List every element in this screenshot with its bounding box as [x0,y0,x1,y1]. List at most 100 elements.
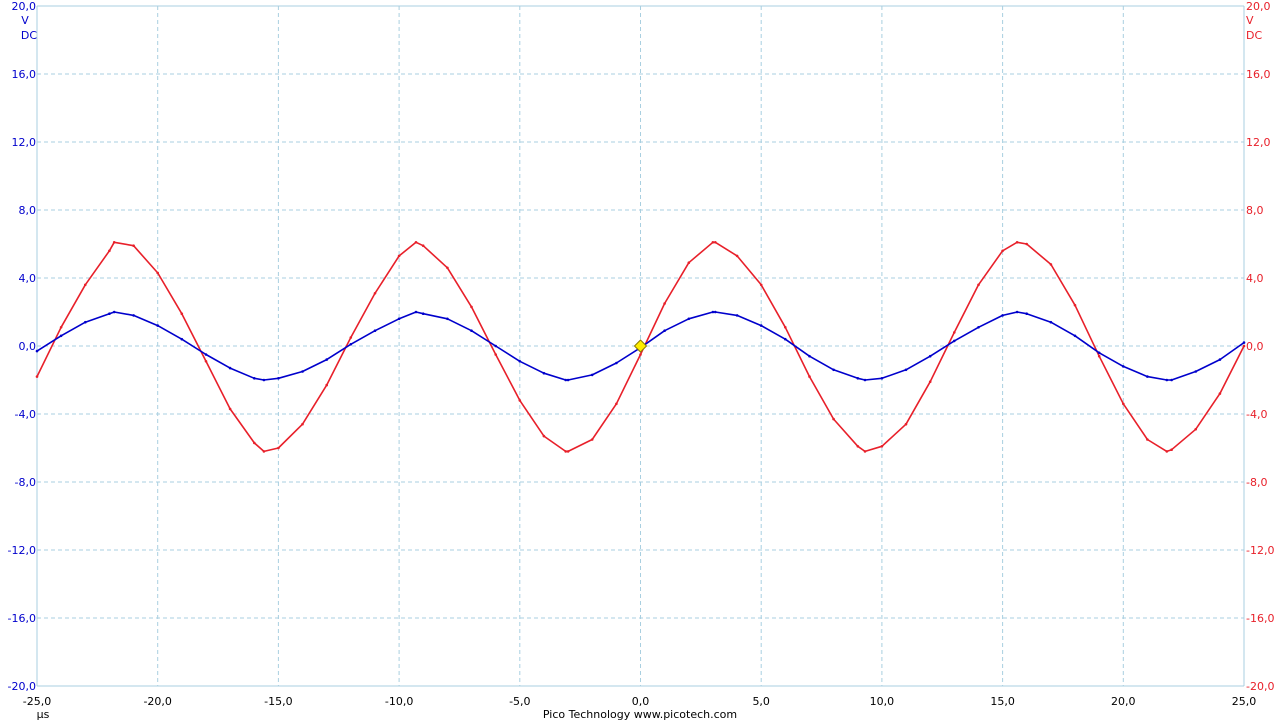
channel-b-point [1001,249,1004,253]
left-axis-coupling: DC [21,29,37,42]
channel-b-point [1025,242,1028,246]
x-tick-label: 25,0 [1232,695,1257,708]
channel-a-point [108,312,111,316]
channel-a-point [711,310,715,314]
channel-b-point [446,266,449,270]
channel-a-point [59,334,63,338]
channel-a-point [663,329,666,333]
x-axis-unit: µs [37,708,50,720]
channel-b-point [639,353,642,356]
channel-b-point [542,434,546,438]
right-tick-label: 12,0 [1246,136,1271,149]
channel-b-point [1165,450,1169,453]
channel-b-point [1049,263,1053,266]
channel-b-point [880,445,884,448]
right-axis-unit: V [1246,14,1254,27]
channel-a-point [863,378,867,382]
x-axis-ticks: -25,0 -20,0 -15,0 -10,0 -5,0 0,0 5,0 10,0 15,0 20… [23,695,1256,708]
channel-b-point [397,254,401,258]
channel-a-point [714,310,717,314]
left-axis-unit: V [21,14,29,27]
channel-b-point [518,399,522,402]
channel-b-point [784,326,787,329]
channel-b-point [1218,392,1222,395]
x-tick-label: -20,0 [143,695,171,708]
channel-a-point [132,314,135,317]
channel-a-point [687,317,691,321]
channel-b-point [156,271,159,275]
channel-b-point [112,241,116,244]
right-tick-label: 0,0 [1246,340,1264,353]
right-tick-label: -20,0 [1246,680,1274,693]
channel-b-point [108,249,111,253]
x-tick-label: -10,0 [385,695,413,708]
channel-a-point [421,312,425,316]
channel-b-point [566,450,570,453]
right-tick-label: -4,0 [1246,408,1267,421]
channel-b-point [421,244,425,247]
channel-b-point [1194,428,1197,431]
channel-b-point [832,417,835,421]
channel-a-point [590,373,594,377]
channel-a-point [1001,314,1004,317]
channel-a-point [953,339,956,343]
channel-a-point [1170,378,1173,382]
channel-b-point [904,422,908,426]
channel-a-point [414,310,418,314]
x-tick-label: -5,0 [509,695,530,708]
left-tick-label: -20,0 [8,680,36,693]
channel-b-point [1122,402,1125,406]
channel-a-point [808,354,811,358]
channel-a-point [1025,312,1028,316]
channel-a-point [325,358,329,361]
trigger-diamond-icon[interactable] [633,339,648,353]
channel-a-point [1097,351,1101,355]
right-tick-label: 8,0 [1246,204,1264,217]
right-tick-label: 20,0 [1246,0,1271,13]
channel-b-point [1146,438,1149,441]
channel-a-point [615,361,618,365]
left-tick-label: 0,0 [19,340,37,353]
channel-a-point [262,378,266,382]
channel-b-point [132,244,135,247]
channel-b-point [564,450,567,453]
trigger-marker[interactable] [633,339,648,353]
channel-b-point [663,302,666,305]
channel-b-point [590,438,594,441]
channel-b-point [711,241,715,244]
right-tick-label: -16,0 [1246,612,1274,625]
channel-b-point [414,241,418,244]
left-tick-label: -12,0 [8,544,36,557]
channel-b-point [84,283,87,287]
channel-b-point [253,441,256,445]
channel-a-point [1146,375,1149,378]
channel-b-point [262,450,266,453]
channel-a-point [1218,358,1222,361]
channel-b-point [687,261,691,265]
channel-a-point [301,370,304,373]
channel-a-point [35,349,39,353]
channel-a-point [1015,310,1019,314]
left-tick-label: 4,0 [19,272,37,285]
channel-a-point [204,353,208,356]
channel-b-point [615,402,618,406]
channel-b-point [1073,303,1077,307]
left-tick-label: -16,0 [8,612,36,625]
channel-b-point [35,375,39,378]
left-axis-ticks: 20,0 16,0 12,0 8,0 4,0 0,0 -4,0 -8,0 -12,0 -16,0 -… [8,0,36,693]
channel-b-point [277,446,280,450]
channel-a-point [1194,370,1197,373]
channel-a-point [1122,365,1125,368]
right-tick-label: 4,0 [1246,272,1264,285]
x-tick-label: -25,0 [23,695,51,708]
channel-a-point [566,378,570,382]
channel-a-point [977,326,980,329]
left-tick-label: 20,0 [12,0,37,13]
x-tick-label: 5,0 [752,695,770,708]
x-tick-label: 20,0 [1111,695,1136,708]
channel-a-point [759,324,763,327]
channel-a-point [856,377,860,380]
channel-a-point [228,366,232,370]
channel-a-point [1049,320,1053,324]
